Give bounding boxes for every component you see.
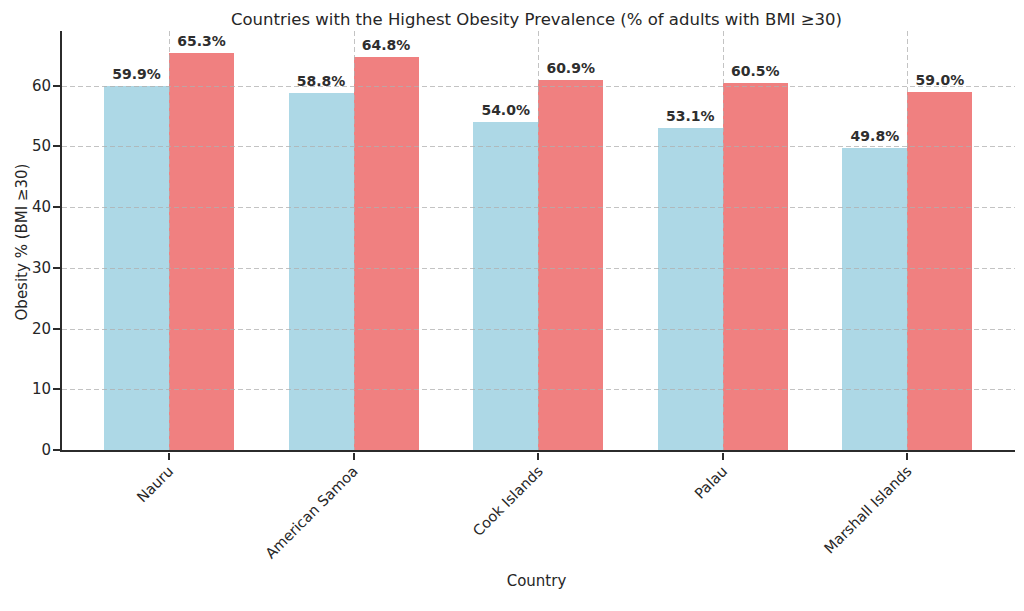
- x-gridline: [723, 31, 724, 450]
- figure: Countries with the Highest Obesity Preva…: [0, 0, 1024, 611]
- bar-value-label: 53.1%: [650, 108, 730, 124]
- bar-cook-islands-blue: [473, 122, 538, 450]
- x-tick-mark: [353, 453, 355, 460]
- x-tick-label-palau: Palau: [691, 463, 730, 502]
- y-tick-mark: [53, 206, 60, 208]
- bar-american-samoa-red: [354, 57, 419, 450]
- x-axis-label: Country: [60, 572, 1013, 590]
- bar-value-label: 60.5%: [715, 63, 795, 79]
- bar-value-label: 54.0%: [466, 102, 546, 118]
- x-gridline: [169, 31, 170, 450]
- bar-value-label: 60.9%: [531, 60, 611, 76]
- y-tick-mark: [53, 449, 60, 451]
- x-tick-mark: [537, 453, 539, 460]
- y-tick-label: 40: [0, 198, 51, 216]
- bar-value-label: 59.0%: [900, 72, 980, 88]
- y-tick-mark: [53, 328, 60, 330]
- x-tick-label-american-samoa: American Samoa: [262, 463, 361, 562]
- bar-value-label: 65.3%: [162, 33, 242, 49]
- x-tick-label-cook-islands: Cook Islands: [469, 463, 545, 539]
- bar-palau-red: [723, 83, 788, 450]
- chart-title: Countries with the Highest Obesity Preva…: [60, 10, 1013, 29]
- bar-cook-islands-red: [538, 80, 603, 450]
- plot-area: 59.9% 65.3% 58.8% 64.8% 54.0% 60.9% 53.1% 60.5%…: [60, 31, 1015, 452]
- y-tick-mark: [53, 85, 60, 87]
- y-tick-label: 60: [0, 77, 51, 95]
- x-gridline: [907, 31, 908, 450]
- bar-value-label: 49.8%: [835, 128, 915, 144]
- x-tick-label-nauru: Nauru: [134, 463, 176, 505]
- bar-value-label: 58.8%: [281, 73, 361, 89]
- bar-nauru-red: [169, 53, 234, 450]
- y-tick-label: 50: [0, 137, 51, 155]
- y-tick-label: 20: [0, 320, 51, 338]
- x-tick-mark: [722, 453, 724, 460]
- y-tick-label: 10: [0, 380, 51, 398]
- x-tick-mark: [168, 453, 170, 460]
- x-gridline: [538, 31, 539, 450]
- x-tick-mark: [906, 453, 908, 460]
- x-gridline: [354, 31, 355, 450]
- y-axis-label: Obesity % (BMI ≥30): [13, 142, 31, 342]
- bar-value-label: 64.8%: [346, 37, 426, 53]
- y-tick-mark: [53, 267, 60, 269]
- y-tick-label: 0: [0, 441, 51, 459]
- x-tick-label-marshall-islands: Marshall Islands: [821, 463, 915, 557]
- bar-marshall-islands-blue: [842, 148, 907, 450]
- y-tick-label: 30: [0, 259, 51, 277]
- y-tick-mark: [53, 388, 60, 390]
- bar-palau-blue: [658, 128, 723, 450]
- bar-value-label: 59.9%: [97, 66, 177, 82]
- y-tick-mark: [53, 145, 60, 147]
